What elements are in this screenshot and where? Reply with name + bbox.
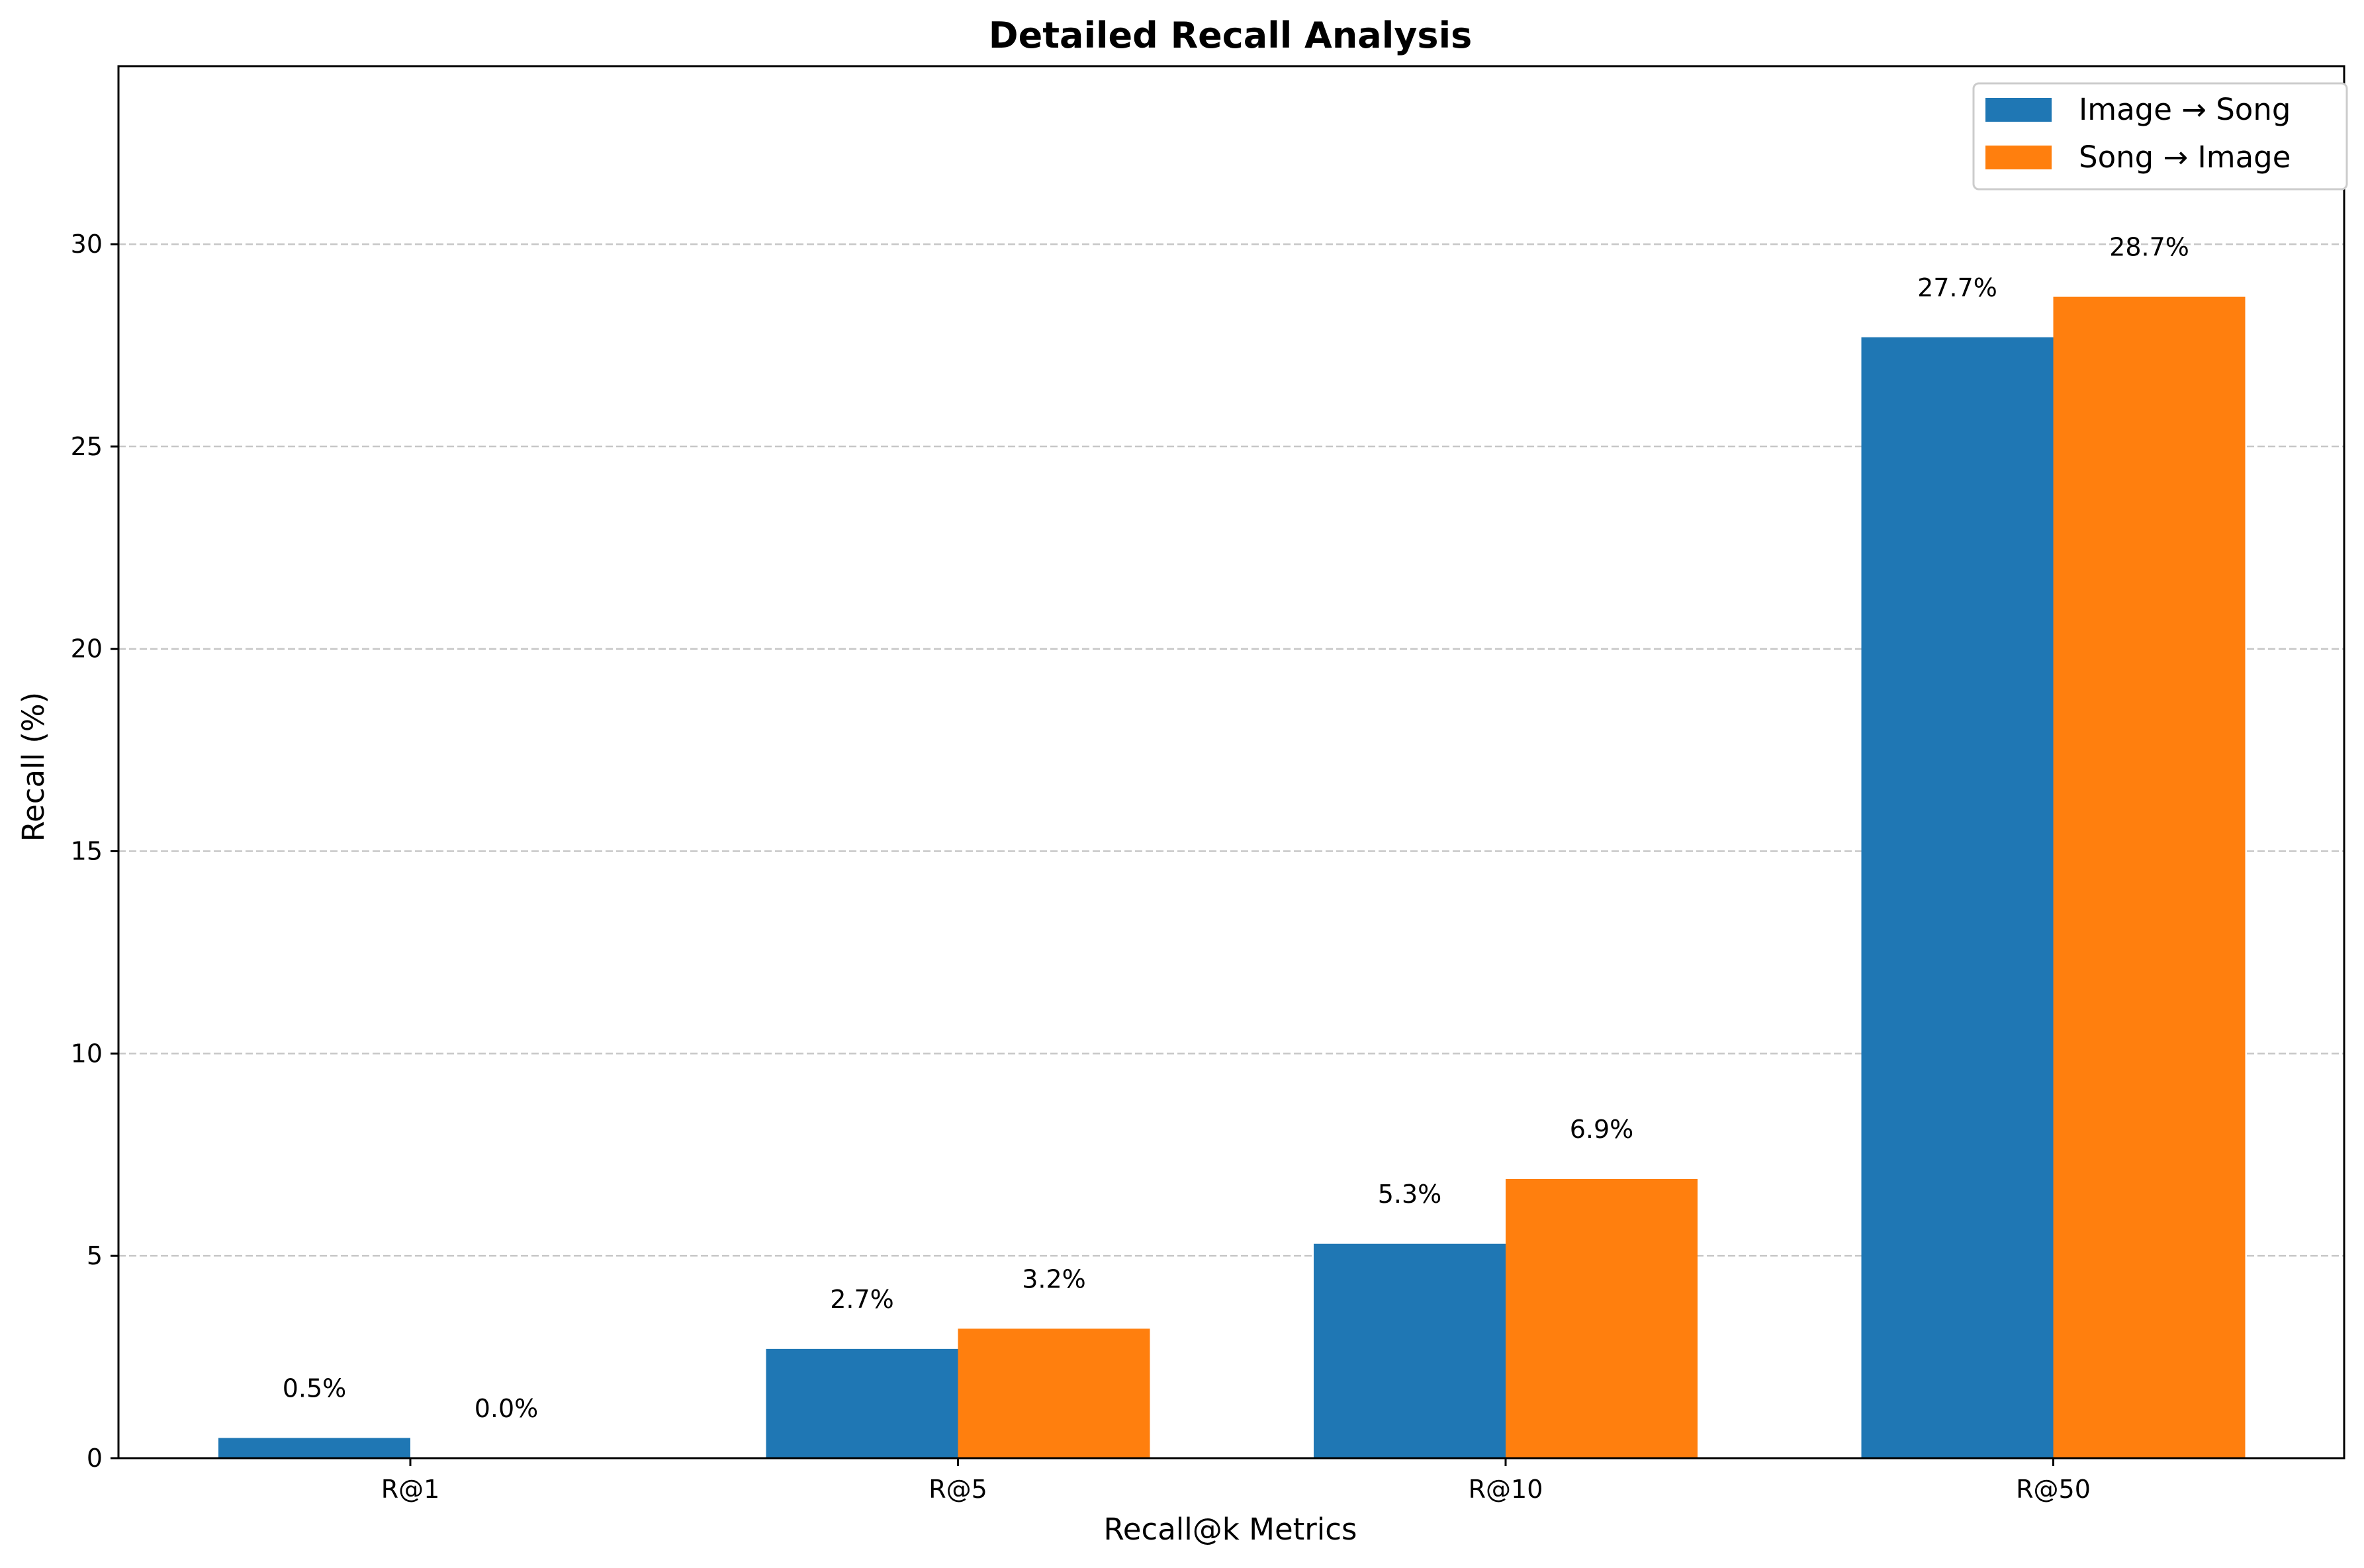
- legend-label-song-to-image: Song → Image: [2079, 140, 2291, 175]
- data-labels: 0.5% 0.0% 2.7% 3.2% 5.3% 6.9% 27.7% 28.7%: [283, 233, 2189, 1423]
- y-tick-label-30: 30: [71, 230, 103, 259]
- data-label-song-image-r-1: 0.0%: [475, 1394, 539, 1423]
- x-axis-label: Recall@k Metrics: [1104, 1512, 1357, 1547]
- y-tick-label-20: 20: [71, 634, 103, 664]
- x-tick-label-r-5: R@5: [929, 1475, 987, 1504]
- y-tick-label-25: 25: [71, 432, 103, 461]
- data-label-song-image-r-10: 6.9%: [1570, 1115, 1634, 1144]
- plot-frame: [117, 65, 2345, 1459]
- data-label-image-song-r-1: 0.5%: [283, 1373, 347, 1403]
- bar-song-image-r-10: [1506, 1178, 1698, 1458]
- data-label-song-image-r-50: 28.7%: [2109, 233, 2189, 262]
- y-tick-label-0: 0: [87, 1444, 103, 1473]
- data-label-song-image-r-5: 3.2%: [1022, 1264, 1086, 1293]
- y-tick-label-10: 10: [71, 1039, 103, 1068]
- legend-frame: [1972, 82, 2348, 191]
- grid-lines: [118, 243, 2344, 1257]
- bar-song-image-r-50: [2053, 296, 2246, 1458]
- y-tick-label-15: 15: [71, 837, 103, 866]
- y-axis-label: Recall (%): [16, 692, 51, 842]
- bar-image-song-r-10: [1314, 1243, 1506, 1458]
- x-tick-label-r-50: R@50: [2016, 1475, 2091, 1504]
- x-tick-label-r-10: R@10: [1469, 1475, 1543, 1504]
- bar-image-song-r-1: [218, 1438, 410, 1458]
- legend-swatch-image-to-song: [1985, 98, 2052, 122]
- data-label-image-song-r-50: 27.7%: [1917, 273, 1997, 302]
- legend: Image → Song Song → Image: [1972, 82, 2348, 191]
- bars: [218, 296, 2246, 1458]
- legend-swatch-song-to-image: [1985, 146, 2052, 169]
- x-axis-ticks: R@1 R@5 R@10 R@50: [381, 1458, 2091, 1504]
- chart-title: Detailed Recall Analysis: [989, 15, 1472, 56]
- legend-label-image-to-song: Image → Song: [2079, 92, 2291, 127]
- data-label-image-song-r-5: 2.7%: [830, 1285, 894, 1314]
- bar-image-song-r-50: [1861, 337, 2054, 1458]
- x-tick-label-r-1: R@1: [381, 1475, 440, 1504]
- y-tick-label-5: 5: [87, 1241, 103, 1270]
- bar-image-song-r-5: [766, 1348, 958, 1458]
- bar-song-image-r-5: [958, 1328, 1150, 1458]
- data-label-image-song-r-10: 5.3%: [1378, 1180, 1442, 1209]
- y-axis-ticks: 0 5 10 15 20 25 30: [71, 230, 118, 1473]
